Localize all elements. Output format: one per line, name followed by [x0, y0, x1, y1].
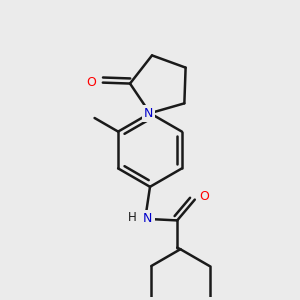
- Text: O: O: [200, 190, 209, 203]
- Text: O: O: [87, 76, 97, 89]
- Text: N: N: [144, 107, 153, 120]
- Text: N: N: [143, 212, 152, 225]
- Text: H: H: [128, 211, 137, 224]
